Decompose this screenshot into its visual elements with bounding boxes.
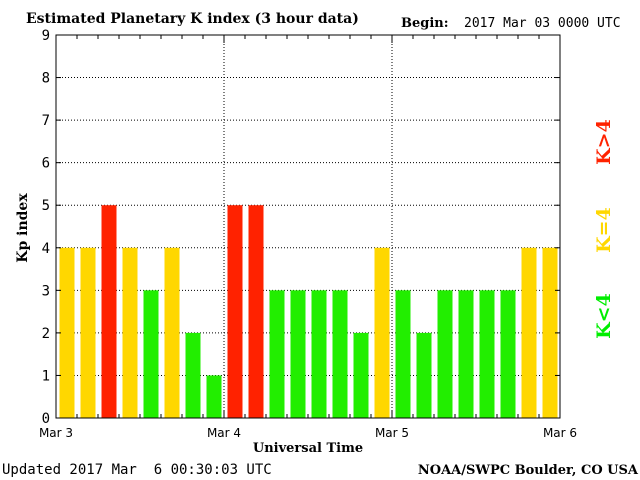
x-tick-label: Mar 5 <box>375 426 409 440</box>
kp-bar <box>80 247 96 418</box>
x-axis-label: Universal Time <box>253 441 363 456</box>
y-tick-label: 5 <box>42 198 50 214</box>
y-tick-label: 3 <box>42 283 50 299</box>
kp-bar <box>143 290 159 418</box>
kp-bar <box>290 290 306 418</box>
y-tick-label: 7 <box>42 113 50 129</box>
kp-bar <box>227 205 243 418</box>
kp-bar <box>542 247 558 418</box>
kp-bar <box>374 247 390 418</box>
kp-bar <box>248 205 264 418</box>
kp-bar <box>101 205 117 418</box>
x-tick-label: Mar 3 <box>39 426 73 440</box>
kp-bar <box>122 247 138 418</box>
legend: K<4 K=4 K>4 <box>593 119 615 339</box>
legend-entry: K<4 <box>593 293 615 339</box>
kp-bar <box>311 290 327 418</box>
kp-bar <box>353 332 369 418</box>
plot-area: 0 1 2 3 4 5 6 7 8 9 Mar 3 Mar 4 Mar 5 Mar 6 <box>39 28 577 440</box>
y-tick-label: 6 <box>42 156 50 172</box>
y-tick-label: 8 <box>42 71 50 87</box>
x-tick-label: Mar 6 <box>543 426 577 440</box>
chart-title: Estimated Planetary K index (3 hour data… <box>26 11 359 27</box>
y-tick-label: 2 <box>42 326 50 342</box>
kp-bar <box>206 375 222 418</box>
updated-text: Updated 2017 Mar 6 00:30:03 UTC <box>2 462 272 478</box>
y-tick-label: 9 <box>42 28 50 44</box>
y-tick-label: 0 <box>42 411 50 427</box>
begin-value: 2017 Mar 03 0000 UTC <box>464 16 621 31</box>
kp-bar <box>458 290 474 418</box>
kp-bar <box>185 332 201 418</box>
y-axis-label: Kp index <box>15 193 31 263</box>
kp-bar <box>164 247 180 418</box>
x-tick-label: Mar 4 <box>207 426 241 440</box>
kp-bar <box>416 332 432 418</box>
begin-label: Begin: <box>401 16 449 31</box>
kp-bar <box>395 290 411 418</box>
kp-bar <box>59 247 75 418</box>
legend-entry: K>4 <box>593 119 615 165</box>
kp-bar <box>500 290 516 418</box>
source-text: NOAA/SWPC Boulder, CO USA <box>418 463 639 478</box>
kp-bar <box>437 290 453 418</box>
y-tick-label: 1 <box>42 368 50 384</box>
kp-bar <box>521 247 537 418</box>
legend-entry: K=4 <box>593 207 615 253</box>
kp-bar <box>269 290 285 418</box>
kp-bar <box>479 290 495 418</box>
kp-bar <box>332 290 348 418</box>
y-tick-label: 4 <box>42 241 50 257</box>
